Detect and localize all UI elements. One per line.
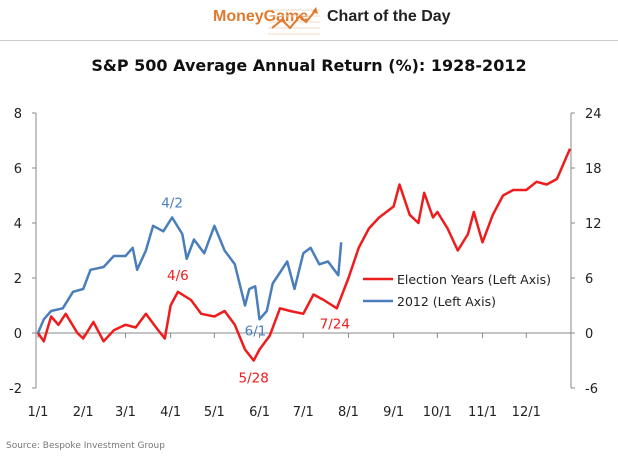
source-note: Source: Bespoke Investment Group [6,441,165,451]
annotation-label: 6/1 [245,323,267,339]
annotation-label: 4/6 [167,268,189,284]
series-line-2012 [36,216,343,334]
trend-arrow-icon [268,7,320,35]
brand-logo-text: MoneyGame [213,8,309,25]
header-bar: MoneyGame Chart of the Day [0,0,618,41]
chart-title: S&P 500 Average Annual Return (%): 1928-… [91,56,527,75]
right-tick-label: 24 [585,107,602,122]
legend-label: Election Years (Left Axis) [397,272,551,287]
x-tick-label: 8/1 [338,405,359,420]
annotation-label: 5/28 [239,371,269,387]
legend-label: 2012 (Left Axis) [397,294,496,309]
x-tick-label: 5/1 [204,405,225,420]
x-tick-label: 1/1 [28,405,49,420]
left-tick-label: -2 [9,382,22,397]
right-tick-label: 0 [585,327,593,342]
left-tick-label: 0 [14,327,22,342]
header-tagline: Chart of the Day [327,8,451,25]
x-tick-label: 4/1 [160,405,181,420]
left-tick-label: 4 [14,217,22,232]
left-tick-label: 8 [14,107,22,122]
x-tick-label: 7/1 [293,405,314,420]
x-tick-label: 12/1 [512,405,541,420]
x-tick-label: 6/1 [249,405,270,420]
annotation-label: 7/24 [320,316,350,332]
annotation-label: 4/2 [161,196,183,212]
x-tick-label: 10/1 [423,405,452,420]
x-tick-label: 3/1 [115,405,136,420]
right-tick-label: 12 [585,217,602,232]
left-tick-label: 6 [14,162,22,177]
x-tick-label: 2/1 [73,405,94,420]
right-tick-label: 6 [585,272,593,287]
series-line-election-years [36,148,572,362]
x-tick-label: 11/1 [468,405,497,420]
left-tick-label: 2 [14,272,22,287]
right-tick-label: 18 [585,162,602,177]
x-tick-label: 9/1 [383,405,404,420]
right-tick-label: -6 [585,382,598,397]
